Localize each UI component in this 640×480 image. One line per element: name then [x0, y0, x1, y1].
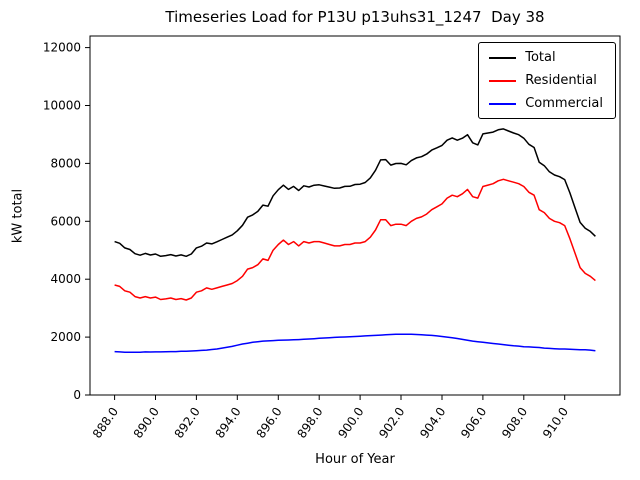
- x-tick-label: 906.0: [458, 405, 489, 441]
- y-tick-label: 10000: [43, 99, 81, 113]
- legend-label-commercial: Commercial: [525, 96, 603, 111]
- y-tick-label: 0: [73, 388, 81, 402]
- legend-label-residential: Residential: [525, 73, 597, 88]
- x-tick-label: 908.0: [499, 405, 530, 441]
- y-tick-label: 4000: [50, 272, 81, 286]
- legend-line-residential: [489, 79, 517, 82]
- x-tick-label: 904.0: [417, 405, 448, 441]
- y-tick-label: 6000: [50, 214, 81, 228]
- x-tick-label: 902.0: [376, 405, 407, 441]
- axes-frame: [89, 35, 621, 396]
- x-tick-label: 900.0: [335, 405, 366, 441]
- x-tick-label: 910.0: [540, 405, 571, 441]
- x-tick-label: 892.0: [172, 405, 203, 441]
- series-line-commercial: [114, 333, 596, 354]
- legend-label-total: Total: [525, 50, 556, 65]
- x-tick-label: 890.0: [131, 405, 162, 441]
- series-line-total: [114, 128, 596, 258]
- legend-item-total: Total: [489, 50, 603, 65]
- x-tick-label: 888.0: [90, 405, 121, 441]
- legend-item-residential: Residential: [489, 73, 603, 88]
- x-tick-label: 896.0: [254, 405, 285, 441]
- y-tick-label: 2000: [50, 330, 81, 344]
- x-tick-label: 894.0: [213, 405, 244, 441]
- y-tick-label: 8000: [50, 156, 81, 170]
- legend-item-commercial: Commercial: [489, 96, 603, 111]
- y-tick-label: 12000: [43, 41, 81, 55]
- series-line-residential: [114, 178, 596, 301]
- x-tick-label: 898.0: [294, 405, 325, 441]
- chart-title: Timeseries Load for P13U p13uhs31_1247 D…: [165, 8, 545, 26]
- legend-line-total: [489, 56, 517, 59]
- legend: Total Residential Commercial: [478, 42, 616, 119]
- legend-line-commercial: [489, 102, 517, 105]
- x-axis-label: Hour of Year: [315, 452, 395, 467]
